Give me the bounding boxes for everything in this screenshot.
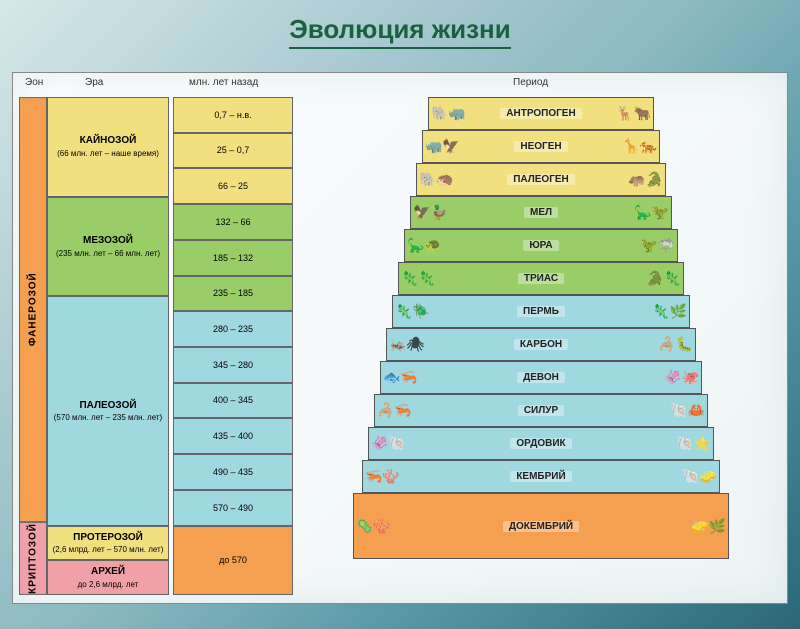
fauna-icons: 🦕🦖: [555, 197, 669, 228]
time-cell: 435 – 400: [173, 418, 293, 454]
eon-cell: КРИПТОЗОЙ: [19, 522, 47, 595]
fauna-icons: 🐟🦐: [383, 362, 524, 393]
fauna-icons: 🐚⭐: [560, 428, 711, 459]
time-cell: до 570: [173, 526, 293, 595]
fauna-icons: 🦑🐙: [558, 362, 699, 393]
right-pyramid-block: 🐘🦏АНТРОПОГЕН🦌🐂🦏🦅НЕОГЕН🦒🐅🐘🦔ПАЛЕОГЕН🦛🐊🦅🦆МЕ…: [299, 73, 787, 603]
fauna-icons: 🦎🌿: [557, 296, 687, 327]
fauna-icons: 🦏🦅: [425, 131, 529, 162]
period-row: 🦕🐢ЮРА🦖🦈: [404, 229, 678, 262]
time-cell: 185 – 132: [173, 240, 293, 276]
era-cell: ПРОТЕРОЗОЙ(2,6 млрд. лет – 570 млн. лет): [47, 526, 169, 561]
eon-column: ФАНЕРОЗОЙКРИПТОЗОЙ: [19, 97, 47, 595]
fauna-icons: 🦐🪸: [365, 461, 522, 492]
time-column: 0,7 – н.в.25 – 0,766 – 25132 – 66185 – 1…: [173, 97, 293, 595]
time-cell: 280 – 235: [173, 311, 293, 347]
period-row: 🦗🕷КАРБОН🦂🐛: [386, 328, 696, 361]
period-row: 🦅🦆МЕЛ🦕🦖: [410, 196, 672, 229]
period-row: 🦂🦐СИЛУР🐚🦀: [374, 394, 708, 427]
time-cell: 0,7 – н.в.: [173, 97, 293, 133]
fauna-icons: 🦒🐅: [553, 131, 657, 162]
period-row: 🐘🦔ПАЛЕОГЕН🦛🐊: [416, 163, 666, 196]
fauna-icons: 🦠🪸: [356, 494, 521, 558]
time-cell: 490 – 435: [173, 454, 293, 490]
fauna-icons: 🐊🦎: [556, 263, 681, 294]
time-cell: 400 – 345: [173, 383, 293, 419]
page-title: Эволюция жизни: [289, 14, 510, 49]
left-table: ФАНЕРОЗОЙКРИПТОЗОЙ КАЙНОЗОЙ(66 млн. лет …: [13, 73, 299, 603]
fauna-icons: 🦌🐂: [552, 98, 651, 129]
era-cell: МЕЗОЗОЙ(235 млн. лет – 66 млн. лет): [47, 197, 169, 297]
time-cell: 235 – 185: [173, 276, 293, 312]
fauna-icons: 🦕🐢: [407, 230, 527, 261]
fauna-icons: 🧽🌿: [561, 494, 726, 558]
period-label: СИЛУР: [518, 405, 564, 416]
fauna-icons: 🐘🦏: [431, 98, 530, 129]
fauna-icons: 🐚🧽: [560, 461, 717, 492]
eon-cell: ФАНЕРОЗОЙ: [19, 97, 47, 522]
period-row: 🦠🪸ДОКЕМБРИЙ🧽🌿: [353, 493, 729, 559]
period-row: 🦏🦅НЕОГЕН🦒🐅: [422, 130, 660, 163]
fauna-icons: 🦛🐊: [554, 164, 663, 195]
period-row: 🦎🦎ТРИАС🐊🦎: [398, 262, 684, 295]
era-cell: ПАЛЕОЗОЙ(570 млн. лет – 235 млн. лет): [47, 296, 169, 526]
period-row: 🦑🐚ОРДОВИК🐚⭐: [368, 427, 714, 460]
fauna-icons: 🦑🐚: [371, 428, 522, 459]
period-label: МЕЛ: [524, 207, 558, 218]
fauna-icons: 🐚🦀: [559, 395, 705, 426]
era-cell: АРХЕЙдо 2,6 млрд. лет: [47, 560, 169, 595]
time-cell: 132 – 66: [173, 204, 293, 240]
period-row: 🦎🪲ПЕРМЬ🦎🌿: [392, 295, 690, 328]
time-cell: 66 – 25: [173, 168, 293, 204]
period-row: 🐟🦐ДЕВОН🦑🐙: [380, 361, 702, 394]
period-row: 🦐🪸КЕМБРИЙ🐚🧽: [362, 460, 720, 493]
fauna-icons: 🦗🕷: [389, 329, 525, 360]
fauna-icons: 🐘🦔: [419, 164, 528, 195]
fauna-icons: 🦎🪲: [395, 296, 525, 327]
period-pyramid: 🐘🦏АНТРОПОГЕН🦌🐂🦏🦅НЕОГЕН🦒🐅🐘🦔ПАЛЕОГЕН🦛🐊🦅🦆МЕ…: [347, 97, 735, 595]
time-cell: 25 – 0,7: [173, 133, 293, 169]
time-cell: 570 – 490: [173, 490, 293, 526]
era-cell: КАЙНОЗОЙ(66 млн. лет – наше время): [47, 97, 169, 197]
fauna-icons: 🦅🦆: [413, 197, 527, 228]
chart-container: Эон Эра млн. лет назад Период ФАНЕРОЗОЙК…: [12, 72, 788, 604]
time-cell: 345 – 280: [173, 347, 293, 383]
fauna-icons: 🦂🦐: [377, 395, 523, 426]
era-column: КАЙНОЗОЙ(66 млн. лет – наше время)МЕЗОЗО…: [47, 97, 169, 595]
fauna-icons: 🦂🐛: [557, 329, 693, 360]
period-label: ЮРА: [523, 240, 558, 251]
period-row: 🐘🦏АНТРОПОГЕН🦌🐂: [428, 97, 654, 130]
fauna-icons: 🦖🦈: [555, 230, 675, 261]
fauna-icons: 🦎🦎: [401, 263, 526, 294]
